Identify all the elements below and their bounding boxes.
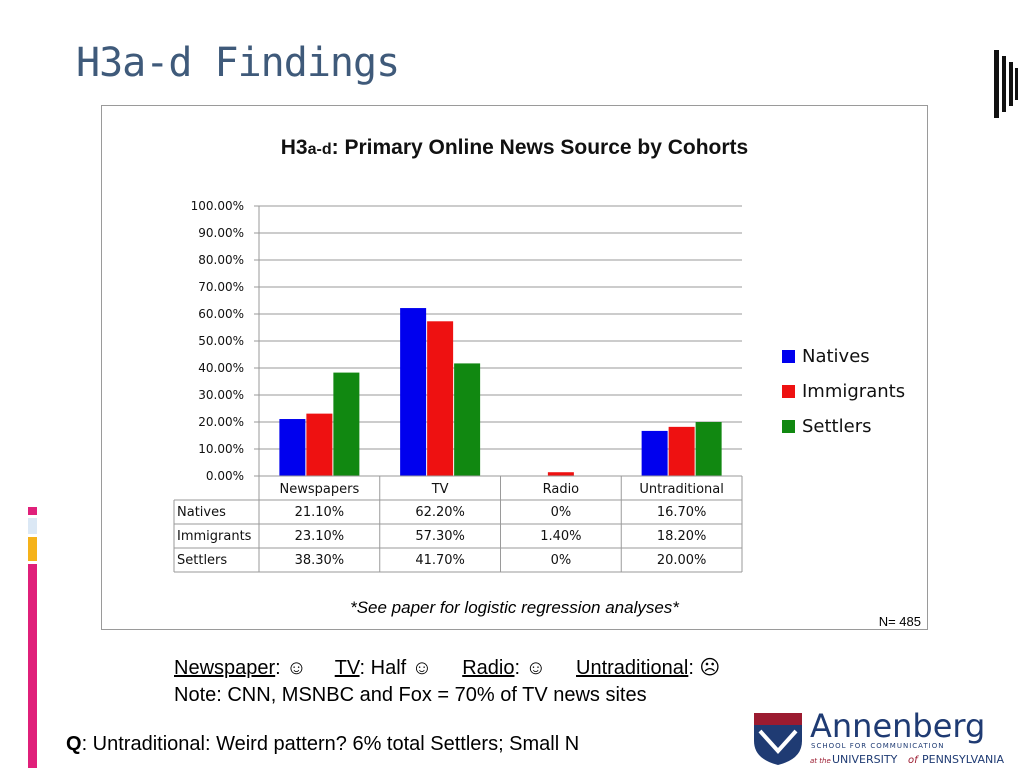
question-line: Q: Untraditional: Weird pattern? 6% tota… bbox=[66, 733, 579, 756]
chart-footnote: *See paper for logistic regression analy… bbox=[350, 598, 679, 617]
data-label: 18.20% bbox=[657, 529, 707, 544]
untraditional-label: Untraditional bbox=[576, 657, 689, 679]
y-tick-label: 60.00% bbox=[198, 307, 244, 321]
side-stripe-yellow bbox=[28, 537, 37, 561]
bar-immigrants bbox=[547, 472, 574, 476]
legend-swatch-natives bbox=[782, 350, 795, 363]
tv-value: : Half ☺ bbox=[359, 657, 433, 679]
radio-label: Radio bbox=[462, 657, 515, 679]
data-label: 16.70% bbox=[657, 505, 707, 520]
y-tick-label: 20.00% bbox=[198, 415, 244, 429]
y-tick-label: 50.00% bbox=[198, 334, 244, 348]
y-tick-label: 70.00% bbox=[198, 280, 244, 294]
y-tick-label: 40.00% bbox=[198, 361, 244, 375]
category-label: TV bbox=[431, 482, 449, 497]
category-label: Untraditional bbox=[639, 482, 724, 497]
radio-value: : ☺ bbox=[514, 657, 547, 679]
bar-natives bbox=[279, 419, 306, 476]
svg-text:at the: at the bbox=[810, 757, 831, 765]
data-label: 23.10% bbox=[295, 529, 345, 544]
note-line: Note: CNN, MSNBC and Fox = 70% of TV new… bbox=[174, 684, 647, 706]
svg-text:of: of bbox=[908, 755, 919, 766]
summary-line: Newspaper: ☺ TV: Half ☺ Radio: ☺ Untraditio… bbox=[174, 655, 720, 680]
table-row-label: Natives bbox=[177, 505, 226, 520]
penn-shield-icon bbox=[754, 713, 802, 765]
legend-swatch-settlers bbox=[782, 420, 795, 433]
bar-immigrants bbox=[306, 413, 333, 476]
bar-settlers bbox=[695, 422, 722, 476]
question-text: : Untraditional: Weird pattern? 6% total… bbox=[81, 733, 580, 755]
legend-label: Natives bbox=[802, 346, 870, 367]
svg-text:PENNSYLVANIA: PENNSYLVANIA bbox=[922, 753, 1004, 766]
newspaper-value: : ☺ bbox=[275, 657, 307, 679]
svg-text:Annenberg: Annenberg bbox=[810, 707, 985, 745]
corner-bars-icon bbox=[994, 50, 1018, 118]
data-label: 1.40% bbox=[540, 529, 581, 544]
tv-label: TV bbox=[334, 657, 360, 679]
bar-chart: 0.00% 10.00% 20.00% 30.00% 40.00% 50.00% 60.00… bbox=[173, 199, 905, 573]
side-stripe-pink-top bbox=[28, 507, 37, 515]
y-tick-label: 30.00% bbox=[198, 388, 244, 402]
data-label: 38.30% bbox=[295, 553, 345, 568]
side-stripe-pink bbox=[28, 564, 37, 768]
chart-title: H3a-d: Primary Online News Source by Coh… bbox=[102, 136, 927, 160]
chart-frame: H3a-d: Primary Online News Source by Coh… bbox=[101, 105, 928, 630]
y-tick-label: 100.00% bbox=[191, 199, 244, 213]
bar-settlers bbox=[333, 372, 360, 476]
data-label: 0% bbox=[551, 505, 572, 520]
side-stripe-blue bbox=[28, 518, 37, 534]
annenberg-logo: Annenberg SCHOOL FOR COMMUNICATION at th… bbox=[750, 705, 1020, 768]
question-bold: Q bbox=[66, 733, 82, 755]
chart-title-main: H3 bbox=[280, 136, 308, 159]
bar-settlers bbox=[454, 363, 481, 476]
slide-title: H3a-d Findings bbox=[76, 40, 400, 86]
y-tick-label: 10.00% bbox=[198, 442, 244, 456]
newspaper-label: Newspaper bbox=[174, 657, 276, 679]
data-label: 41.70% bbox=[415, 553, 465, 568]
legend-label: Immigrants bbox=[802, 381, 905, 402]
y-tick-label: 80.00% bbox=[198, 253, 244, 267]
table-row-label: Immigrants bbox=[177, 529, 252, 544]
bar-immigrants bbox=[427, 321, 454, 476]
category-label: Newspapers bbox=[280, 482, 360, 497]
data-label: 62.20% bbox=[415, 505, 465, 520]
data-label: 0% bbox=[551, 553, 572, 568]
svg-text:SCHOOL FOR COMMUNICATION: SCHOOL FOR COMMUNICATION bbox=[811, 742, 944, 750]
chart-title-rest: : Primary Online News Source by Cohorts bbox=[331, 136, 749, 159]
untraditional-value: : ☹ bbox=[688, 657, 721, 679]
chart-title-sub: a-d bbox=[307, 141, 332, 158]
table-row-label: Settlers bbox=[177, 553, 227, 568]
y-tick-label: 90.00% bbox=[198, 226, 244, 240]
bar-natives bbox=[400, 308, 427, 476]
legend-swatch-immigrants bbox=[782, 385, 795, 398]
bar-natives bbox=[641, 430, 668, 476]
data-label: 21.10% bbox=[295, 505, 345, 520]
data-label: 57.30% bbox=[415, 529, 465, 544]
y-tick-label: 0.00% bbox=[206, 469, 244, 483]
data-label: 20.00% bbox=[657, 553, 707, 568]
svg-text:UNIVERSITY: UNIVERSITY bbox=[832, 753, 898, 766]
sample-size-label: N= 485 bbox=[878, 614, 921, 629]
category-label: Radio bbox=[543, 482, 580, 497]
bar-immigrants bbox=[668, 426, 695, 476]
legend-label: Settlers bbox=[802, 416, 871, 437]
